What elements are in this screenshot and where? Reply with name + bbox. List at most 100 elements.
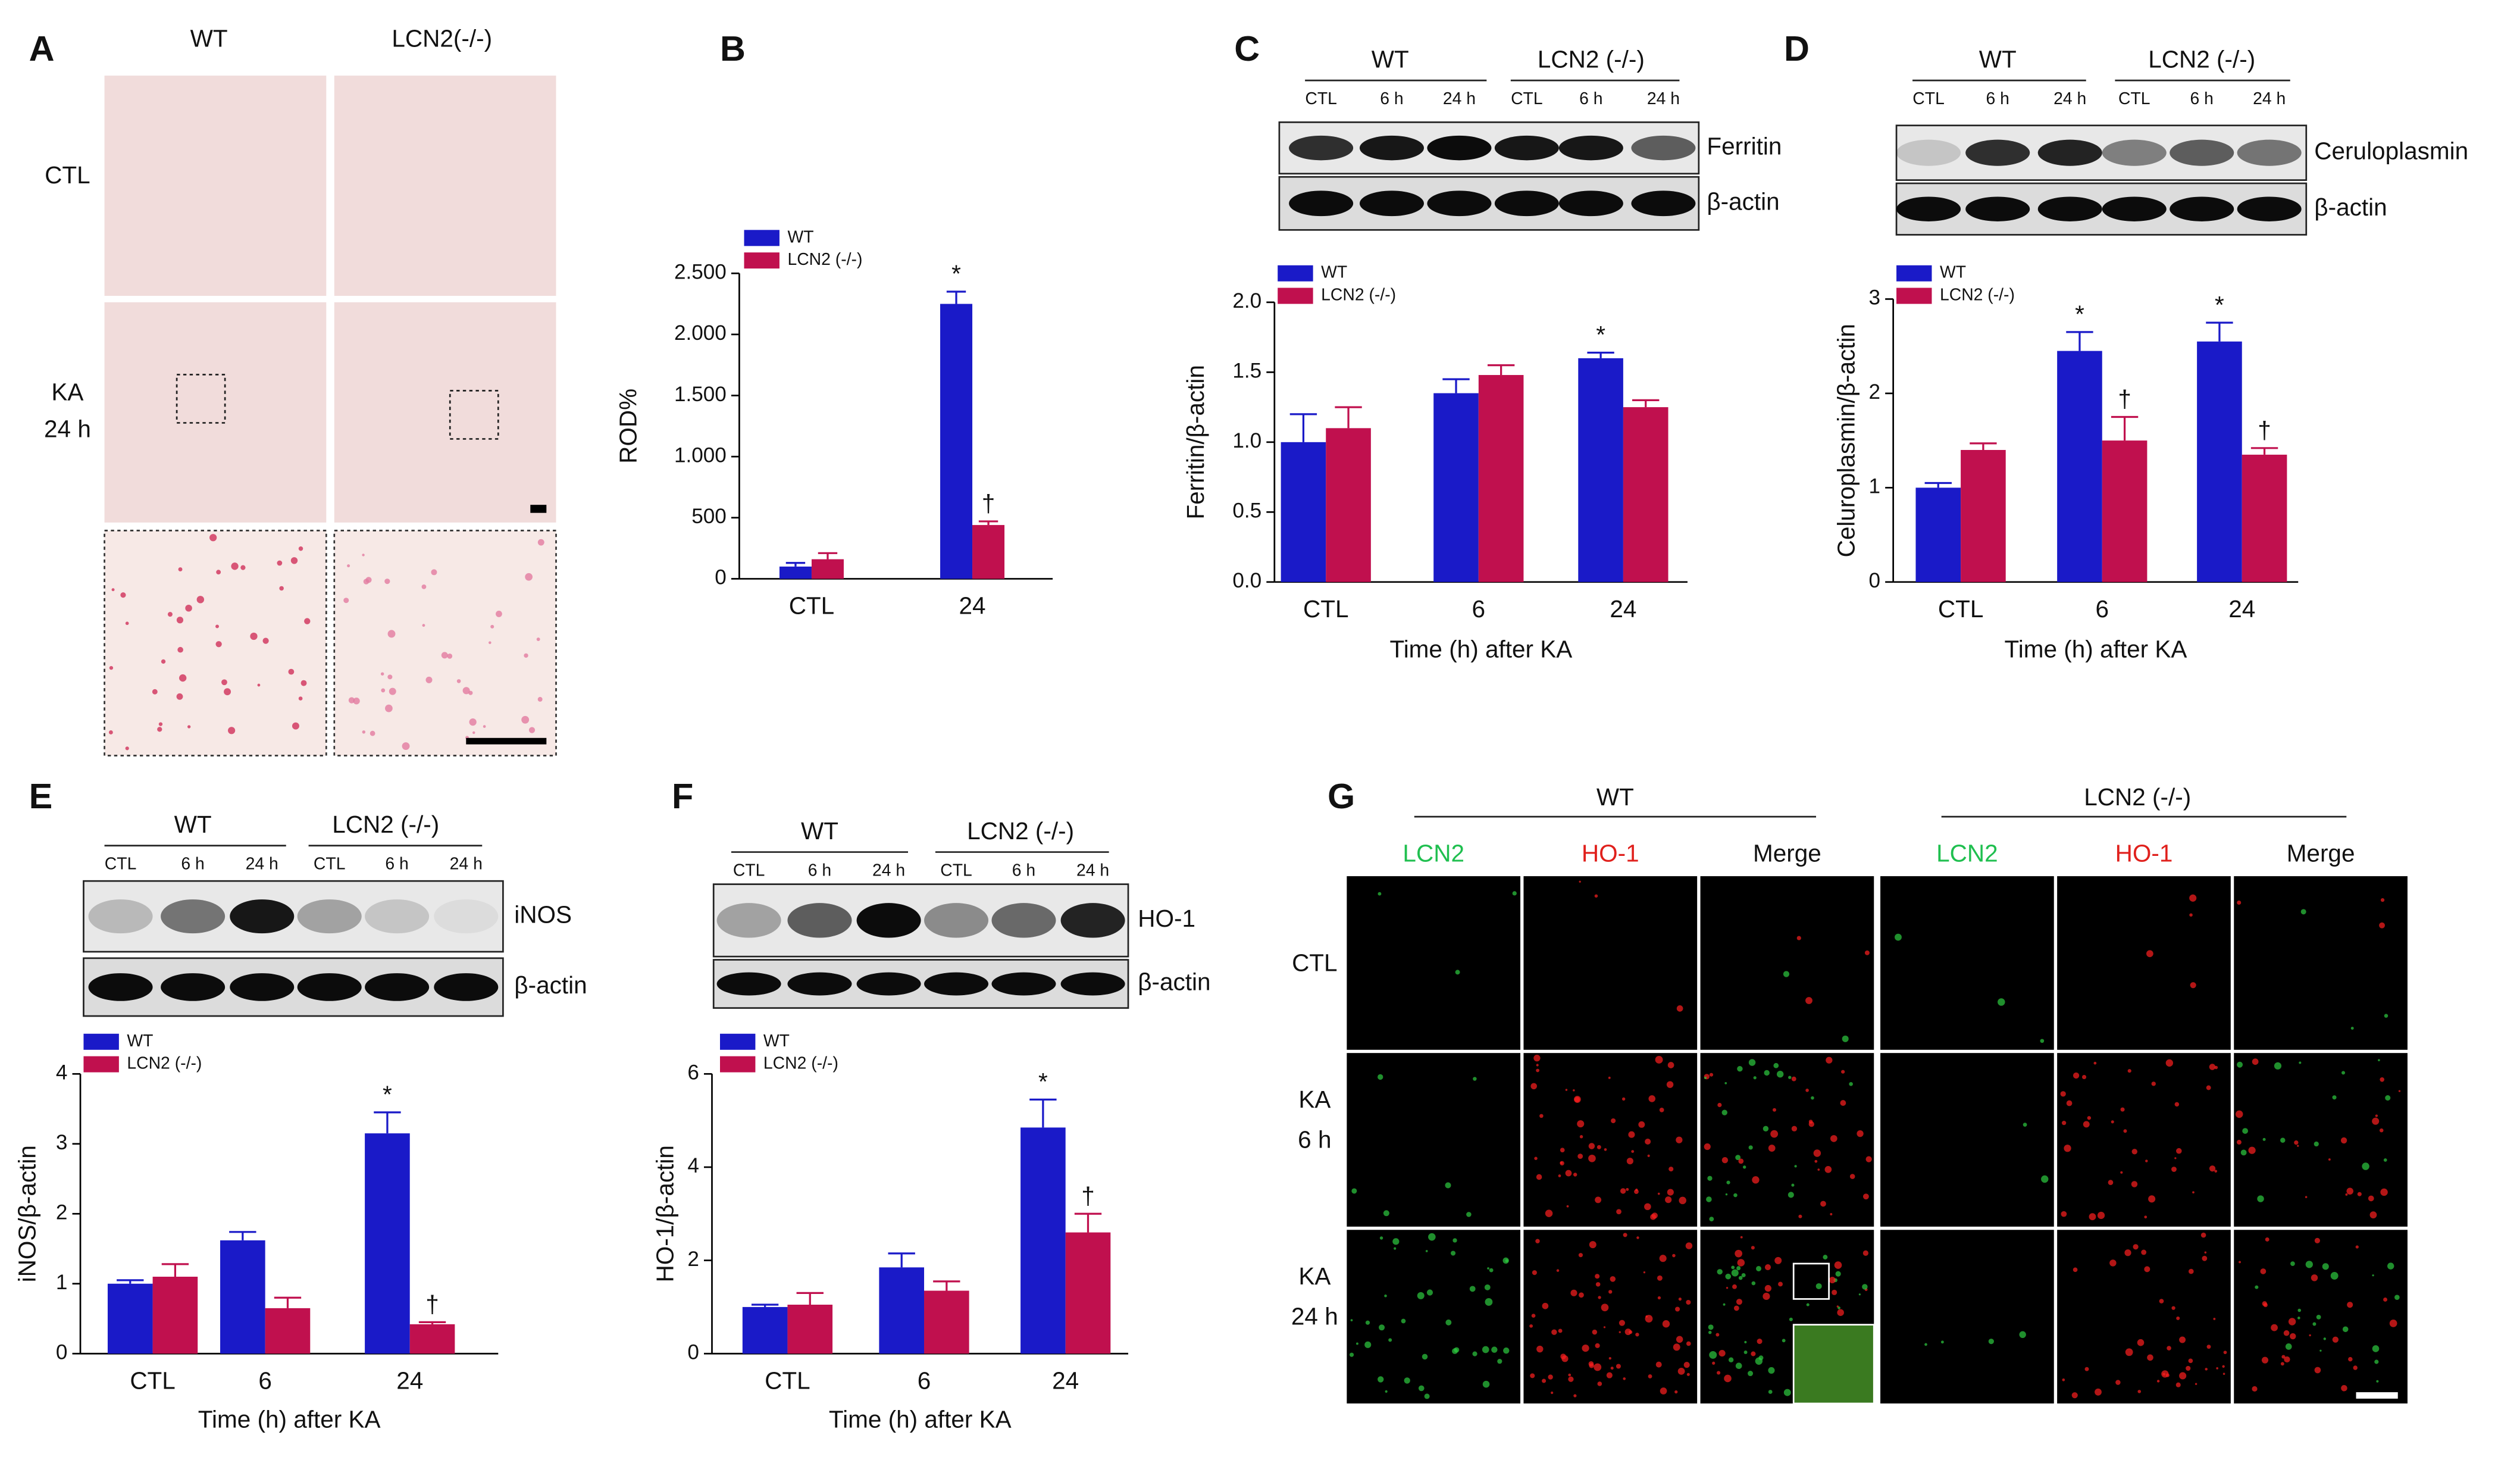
signal [1560, 1148, 1565, 1153]
signal [2108, 1180, 2114, 1185]
stain-dot [125, 746, 129, 751]
signal [2252, 1386, 2258, 1392]
signal [1512, 891, 1517, 896]
stain-dot [387, 630, 396, 638]
bar [2057, 351, 2102, 582]
signal [1723, 1303, 1726, 1306]
micrograph [2057, 1053, 2231, 1227]
micrograph [104, 76, 327, 296]
signal [1718, 1349, 1726, 1357]
signal [2261, 1356, 2269, 1364]
signal [1378, 1074, 1383, 1080]
signal [2305, 1261, 2313, 1268]
signal [2299, 1061, 2302, 1064]
signal [1469, 1286, 1476, 1292]
row-label: CTL [45, 161, 90, 189]
legend-label: WT [763, 1031, 790, 1051]
x-tick-label: 24 [396, 1367, 423, 1395]
signal [2125, 1348, 2133, 1356]
signal [1655, 1056, 1663, 1064]
error-bar [818, 552, 838, 559]
stain-dot [179, 674, 187, 682]
signal [1485, 1298, 1493, 1306]
column-label: LCN2(-/-) [392, 24, 492, 52]
signal [1594, 894, 1598, 898]
signal [1610, 1367, 1614, 1370]
signal [2131, 1181, 2138, 1187]
signal [1598, 1296, 1601, 1299]
error-bar [2250, 447, 2278, 455]
signal [1616, 1209, 1621, 1215]
y-tick-label: 2 [687, 1248, 699, 1271]
channel-label: HO-1 [1582, 840, 1639, 867]
signal [1735, 1155, 1741, 1161]
signal [1788, 1076, 1792, 1079]
signal [1721, 1156, 1729, 1164]
stain-dot [167, 612, 173, 617]
signal [1725, 1273, 1732, 1280]
band-label: β-actin [1138, 968, 1210, 996]
signal [2165, 1059, 2174, 1067]
signal [1551, 1391, 1554, 1395]
signal [1385, 1390, 1388, 1393]
lane-label: CTL [314, 855, 346, 874]
signal [2131, 1149, 2137, 1155]
signal [2236, 1140, 2242, 1145]
signal [1648, 1095, 1656, 1102]
signal [1752, 1176, 1760, 1184]
signal [2240, 1149, 2247, 1156]
x-tick-label: 6 [918, 1367, 931, 1395]
signal [2314, 1367, 2321, 1374]
signal [2237, 900, 2242, 905]
band [88, 973, 153, 1001]
band [924, 903, 989, 938]
signal [1862, 1193, 1869, 1200]
signal [2159, 1299, 2164, 1303]
signal [1573, 1394, 1577, 1398]
signal [2127, 1069, 2131, 1073]
band [1359, 190, 1424, 217]
stain-dot [231, 562, 239, 570]
error-bar [785, 562, 806, 567]
y-tick-label: 2 [56, 1201, 68, 1224]
stain-dot [187, 725, 191, 729]
signal [1748, 1145, 1753, 1150]
band [1896, 139, 1961, 166]
signal [1811, 1096, 1814, 1100]
signal [1551, 1329, 1557, 1335]
signal [1835, 1271, 1841, 1277]
lane-label: CTL [1511, 89, 1543, 108]
signal [2248, 1146, 2256, 1154]
signal [1535, 1239, 1540, 1243]
micrograph [334, 302, 556, 523]
signal [2174, 1157, 2177, 1159]
inset-box [1792, 1262, 1830, 1300]
signal [2174, 1102, 2180, 1107]
signal [1791, 1126, 1798, 1131]
lane-label: 6 h [385, 855, 408, 874]
stain-dot [425, 676, 433, 683]
signal [1595, 1282, 1601, 1287]
stain-dot [290, 557, 298, 564]
signal [1539, 1114, 1544, 1118]
stain-dot [385, 704, 393, 712]
group-label: LCN2 (-/-) [1538, 45, 1645, 73]
signal [2314, 1237, 2320, 1243]
legend-swatch [83, 1056, 119, 1073]
signal [2213, 1317, 2216, 1320]
error-bar [161, 1263, 189, 1277]
signal [2376, 1380, 2379, 1383]
stain-dot [185, 604, 192, 612]
signal [1392, 1238, 1400, 1245]
y-tick-label: 0 [715, 566, 727, 589]
signal [1628, 1131, 1635, 1138]
band [716, 903, 781, 938]
signal [1466, 1212, 1472, 1217]
signal [1604, 1148, 1607, 1151]
signal [1588, 1361, 1594, 1367]
signal [1626, 1187, 1629, 1191]
band [1631, 135, 1696, 161]
bar [2197, 341, 2242, 582]
stain-dot [221, 679, 227, 686]
